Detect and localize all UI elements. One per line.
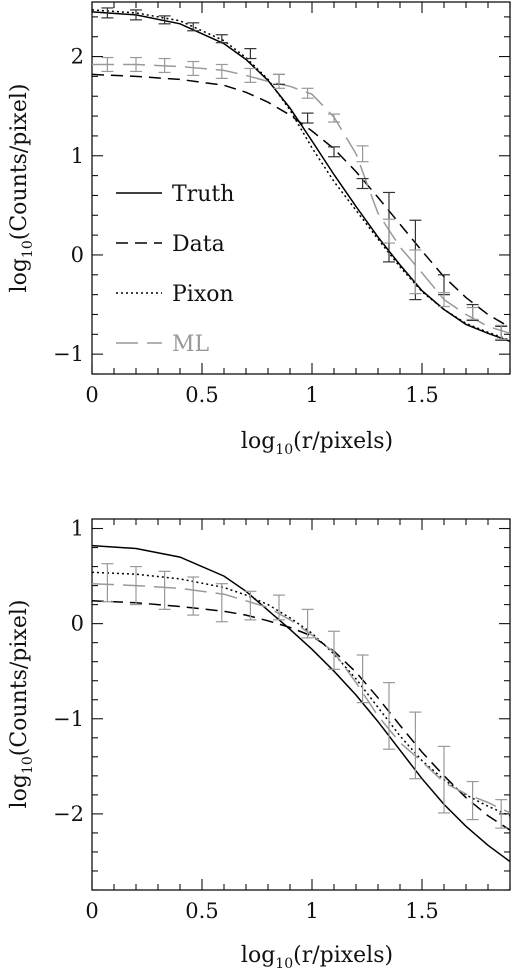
y-tick-label: −2 [53,802,84,826]
legend-item-truth: Truth [116,182,234,207]
error-bar [158,570,171,610]
series-line-truth [92,544,510,863]
error-bar [409,249,422,295]
error-bar [187,22,200,32]
error-bar [356,177,369,190]
x-axis-title: log10(r/pixels) [241,943,393,971]
x-tick-label: 0 [85,899,98,923]
tick-label-layer: 0 0.5 1 1.5 −2 −1 0 1 [53,517,439,923]
error-bar [301,608,314,639]
x-tick-label: 0.5 [185,383,218,407]
error-bar [215,63,228,79]
series-line-data [92,600,510,831]
error-bar [101,7,114,19]
error-bar [130,56,142,73]
y-tick-label: −1 [53,342,84,366]
x-axis-title: log10(r/pixels) [241,429,393,458]
error-bar [495,324,508,340]
legend-label: Truth [172,182,234,207]
plot-area [92,7,510,343]
error-bar [328,146,340,158]
y-tick-label: 0 [71,243,84,267]
legend-item-ml: ML [116,332,210,357]
error-bar [187,576,200,616]
x-tick-label: 1.5 [405,383,438,407]
x-tick-label: 1 [305,383,318,407]
legend-label: Data [172,232,225,257]
legend-label: ML [172,332,210,357]
bottom-chart-panel: 0 0.5 1 1.5 −2 −1 0 1 log10(r/pixels) log10(Cou… [7,517,511,971]
x-tick-label: 1 [305,899,318,923]
x-tick-label: 1.5 [405,899,438,923]
error-bar [383,218,395,244]
legend-item-pixon: Pixon [116,282,234,307]
error-bar [328,113,340,123]
error-bar [101,56,114,73]
error-bar [244,48,257,60]
error-bar [130,9,142,21]
error-bar [244,590,257,621]
plot-frame [91,1,511,375]
error-bar [438,292,450,308]
legend-label: Pixon [172,282,234,307]
error-bar [466,780,479,821]
error-bar [438,274,450,296]
plot-frame [91,518,511,891]
error-bar [383,682,395,750]
error-bar [158,57,171,74]
error-bar [244,67,257,83]
error-bar [301,112,314,124]
y-tick-label: −1 [53,707,84,731]
y-tick-label: 2 [71,45,84,69]
error-bar [438,745,450,814]
error-bar [158,15,171,25]
error-bar [301,87,314,99]
error-bar [215,583,228,623]
y-axis-title: log10(Counts/pixel) [7,600,36,809]
error-bar [187,60,200,77]
error-bar [495,799,508,829]
legend: Truth Data Pixon ML [116,182,234,357]
legend-item-data: Data [116,232,225,257]
error-bar [356,654,369,704]
series-line-truth [92,11,510,343]
error-bar [101,563,114,603]
error-bar [409,711,422,780]
x-tick-label: 0.5 [185,899,218,923]
error-bar [466,306,479,321]
error-bar [356,145,369,163]
error-bar [215,34,228,44]
error-bar [273,594,285,621]
plot-area [92,544,510,863]
series-line-pixon [92,9,510,342]
y-tick-label: 1 [71,517,84,541]
series-line-data [92,73,510,329]
y-axis-title: log10(Counts/pixel) [7,84,36,293]
tick-layer [91,2,511,375]
error-bar [328,630,340,670]
y-tick-label: 0 [71,612,84,636]
error-bar [130,565,142,606]
x-tick-label: 0 [85,383,98,407]
tick-layer [91,519,511,891]
y-tick-label: 1 [71,144,84,168]
error-bar [273,73,285,89]
